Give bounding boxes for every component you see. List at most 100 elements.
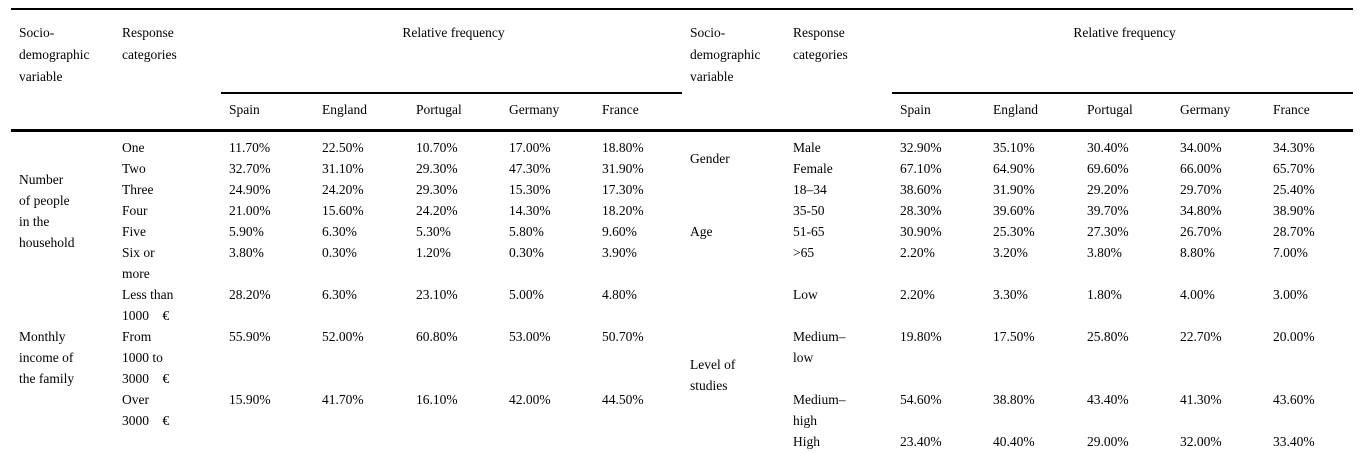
- right-value-cell-england: 40.40%: [993, 434, 1035, 449]
- table-row: Monthly income of the family Less than 10…: [11, 284, 1353, 393]
- left-value-cell-england: 41.70%: [322, 392, 364, 407]
- right-value-cell-spain: 2.20%: [900, 245, 935, 260]
- right-variable-cell: Level of studies: [690, 357, 736, 393]
- table-row: Number of people in the household One 11.7…: [11, 131, 1353, 250]
- right-value-cell-germany: 8.80%: [1180, 245, 1215, 260]
- right-value-cell-france: 65.70%: [1273, 161, 1315, 176]
- right-value-cell-france: 25.40%: [1273, 182, 1315, 197]
- left-value-cell-spain: 21.00%: [229, 203, 271, 218]
- right-value-cell-england: 25.30%: [993, 224, 1035, 239]
- left-value-cell-portugal: 60.80%: [416, 329, 458, 344]
- left-value-cell-germany: 14.30%: [509, 203, 551, 218]
- left-variable-cell: Number of people in the household: [19, 171, 75, 250]
- table-row: Two 32.70% 31.10% 29.30% 47.30% 31.90% Female 6…: [11, 158, 1353, 179]
- right-category-cell: >65: [793, 245, 815, 260]
- left-value-cell-spain: 32.70%: [229, 161, 271, 176]
- header-categories-left: Response categories: [114, 9, 221, 132]
- table-row: Six or more 3.80% 0.30% 1.20% 0.30% 3.90% >65 2…: [11, 242, 1353, 284]
- right-value-cell-france: 34.30%: [1273, 140, 1315, 155]
- header-variable-right: Socio- demographic variable: [682, 9, 786, 132]
- left-value-cell-france: 17.30%: [602, 182, 644, 197]
- left-value-cell-portugal: 29.30%: [416, 182, 458, 197]
- left-value-cell-germany: 42.00%: [509, 392, 551, 407]
- right-value-cell-germany: 26.70%: [1180, 224, 1222, 239]
- left-value-cell-spain: 5.90%: [229, 224, 264, 239]
- right-value-cell-germany: 22.70%: [1180, 329, 1222, 344]
- right-category-cell: Medium– low: [793, 329, 846, 365]
- table-row: Four 21.00% 15.60% 24.20% 14.30% 18.20% 35-50 2…: [11, 200, 1353, 221]
- right-variable-cell: Gender: [690, 150, 730, 166]
- table-row: Three 24.90% 24.20% 29.30% 15.30% 17.30% Age 18…: [11, 179, 1353, 239]
- left-value-cell-germany: 17.00%: [509, 140, 551, 155]
- table-row: Five 5.90% 6.30% 5.30% 5.80% 9.60% 51-65 30.90%…: [11, 221, 1353, 242]
- right-category-cell: 51-65: [793, 224, 825, 239]
- left-value-cell-portugal: 23.10%: [416, 287, 458, 302]
- header-categories-right: Response categories: [785, 9, 893, 132]
- left-value-cell-england: [314, 431, 408, 453]
- left-value-cell-england: 31.10%: [322, 161, 364, 176]
- right-value-cell-spain: 23.40%: [900, 434, 942, 449]
- right-value-cell-spain: 2.20%: [900, 287, 935, 302]
- right-value-cell-portugal: 1.80%: [1087, 287, 1122, 302]
- left-category-cell: Four: [122, 203, 148, 218]
- left-value-cell-portugal: 1.20%: [416, 245, 451, 260]
- right-value-cell-germany: 29.70%: [1180, 182, 1222, 197]
- right-value-cell-portugal: 69.60%: [1087, 161, 1129, 176]
- left-value-cell-france: 18.80%: [602, 140, 644, 155]
- table-row: From 1000 to 3000 € 55.90% 52.00% 60.80% 53.…: [11, 326, 1353, 389]
- right-value-cell-spain: 30.90%: [900, 224, 942, 239]
- left-value-cell-portugal: 24.20%: [416, 203, 458, 218]
- right-value-cell-england: 39.60%: [993, 203, 1035, 218]
- left-value-cell-spain: 11.70%: [229, 140, 271, 155]
- left-value-cell-spain: [221, 431, 314, 453]
- left-value-cell-spain: 28.20%: [229, 287, 271, 302]
- left-category-cell: Five: [122, 224, 147, 239]
- right-value-cell-france: 7.00%: [1273, 245, 1308, 260]
- header-country-england-right: England: [985, 93, 1080, 132]
- header-row-countries: Spain England Portugal Germany France Sp…: [11, 93, 1354, 132]
- right-value-cell-france: 3.00%: [1273, 287, 1308, 302]
- sociodemographic-frequency-table: Socio- demographic variable Response cat…: [11, 8, 1354, 453]
- left-category-cell: Three: [122, 182, 154, 197]
- left-value-cell-france: [594, 431, 682, 453]
- header-country-germany-right: Germany: [1172, 93, 1266, 132]
- left-value-cell-england: 22.50%: [322, 140, 364, 155]
- table-body: Number of people in the household One 11.7…: [11, 131, 1353, 453]
- right-value-cell-portugal: 27.30%: [1087, 224, 1129, 239]
- left-value-cell-germany: 53.00%: [509, 329, 551, 344]
- header-country-portugal-left: Portugal: [408, 93, 501, 132]
- left-value-cell-spain: 15.90%: [229, 392, 271, 407]
- left-value-cell-spain: 3.80%: [229, 245, 264, 260]
- right-value-cell-spain: 28.30%: [900, 203, 942, 218]
- table-header: Socio- demographic variable Response cat…: [11, 9, 1354, 132]
- left-value-cell-france: 50.70%: [602, 329, 644, 344]
- header-relative-frequency-right: Relative frequency: [892, 9, 1354, 94]
- right-category-cell: Medium– high: [793, 392, 846, 428]
- left-value-cell-germany: 0.30%: [509, 245, 544, 260]
- left-category-cell: From 1000 to 3000 €: [122, 329, 170, 386]
- header-variable-left: Socio- demographic variable: [11, 9, 114, 132]
- left-value-cell-portugal: 16.10%: [416, 392, 458, 407]
- left-value-cell-germany: 5.80%: [509, 224, 544, 239]
- left-value-cell-england: 15.60%: [322, 203, 364, 218]
- right-category-cell: High: [793, 434, 821, 449]
- left-category-cell: Two: [122, 161, 146, 176]
- left-value-cell-portugal: 29.30%: [416, 161, 458, 176]
- header-country-portugal-right: Portugal: [1079, 93, 1173, 132]
- right-value-cell-portugal: 25.80%: [1087, 329, 1129, 344]
- left-value-cell-england: 6.30%: [322, 224, 357, 239]
- table-row: Over 3000 € 15.90% 41.70% 16.10% 42.00% 44.50…: [11, 389, 1353, 431]
- right-value-cell-france: 43.60%: [1273, 392, 1315, 407]
- right-value-cell-england: 38.80%: [993, 392, 1035, 407]
- left-value-cell-spain: 24.90%: [229, 182, 271, 197]
- right-value-cell-england: 3.30%: [993, 287, 1028, 302]
- left-value-cell-portugal: 5.30%: [416, 224, 451, 239]
- left-value-cell-portugal: [408, 431, 501, 453]
- right-value-cell-france: 33.40%: [1273, 434, 1315, 449]
- table-row: High 23.40% 40.40% 29.00% 32.00% 33.40%: [11, 431, 1353, 453]
- left-value-cell-france: 44.50%: [602, 392, 644, 407]
- header-relative-frequency-left: Relative frequency: [221, 9, 683, 94]
- left-value-cell-england: 0.30%: [322, 245, 357, 260]
- left-category-cell: Over 3000 €: [122, 392, 170, 428]
